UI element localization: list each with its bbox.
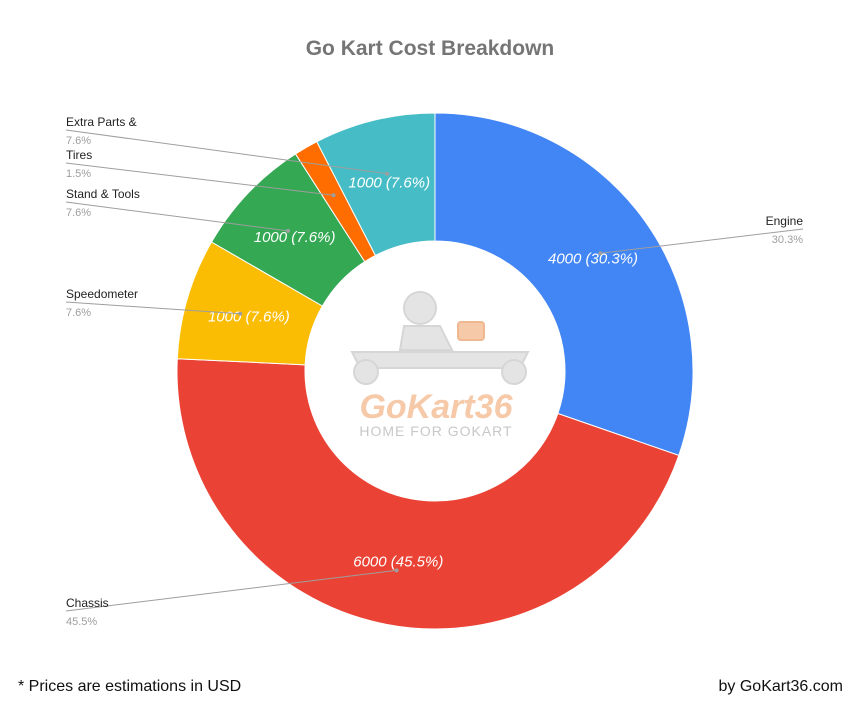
slice-label-extra-parts: 1000 (7.6%) xyxy=(348,174,430,191)
watermark-logo: GoKart36 HOME FOR GOKART xyxy=(350,291,530,439)
slices-group: 4000 (30.3%) 6000 (45.5%) 1000 (7.6%) 1000 … xyxy=(176,112,694,630)
legend-name-stand-tools: Stand & Tools xyxy=(66,187,140,201)
legend-pct-engine: 30.3% xyxy=(772,234,803,246)
slice-extra-parts xyxy=(316,112,436,257)
legend-name-extra-parts: Extra Parts & xyxy=(66,115,137,129)
leader-line-tires xyxy=(65,162,334,196)
leader-line-engine xyxy=(600,228,804,254)
kart-icon xyxy=(350,291,530,385)
watermark-tagline: HOME FOR GOKART xyxy=(359,423,512,439)
slice-label-speedometer: 1000 (7.6%) xyxy=(208,308,290,325)
slice-label-stand-tools: 1000 (7.6%) xyxy=(254,229,336,246)
footnote: * Prices are estimations in USD xyxy=(18,678,242,695)
leader-line-stand-tools xyxy=(65,201,289,232)
chart-title: Go Kart Cost Breakdown xyxy=(306,37,555,60)
credit: by GoKart36.com xyxy=(718,678,844,695)
slice-engine xyxy=(434,112,694,457)
legend-pct-chassis: 45.5% xyxy=(66,616,97,628)
legend-pct-speedometer: 7.6% xyxy=(66,307,91,319)
leader-line-speedometer xyxy=(65,301,241,315)
legend-pct-tires: 1.5% xyxy=(66,168,91,180)
leader-line-chassis xyxy=(65,569,397,612)
slice-label-chassis: 6000 (45.5%) xyxy=(353,553,443,570)
legend-name-tires: Tires xyxy=(66,148,92,162)
legend-name-engine: Engine xyxy=(766,214,804,228)
slice-label-engine: 4000 (30.3%) xyxy=(548,250,638,267)
legend-name-speedometer: Speedometer xyxy=(66,287,138,301)
legend-name-chassis: Chassis xyxy=(66,596,109,610)
slice-chassis xyxy=(176,358,680,630)
watermark-brand: GoKart36 xyxy=(359,388,513,426)
leader-line-extra-parts xyxy=(65,129,388,175)
legend-pct-stand-tools: 7.6% xyxy=(66,207,91,219)
legend-pct-extra-parts: 7.6% xyxy=(66,135,91,147)
legend-group: Engine 30.3% Chassis 45.5% Speedometer 7.6% St… xyxy=(65,115,804,628)
